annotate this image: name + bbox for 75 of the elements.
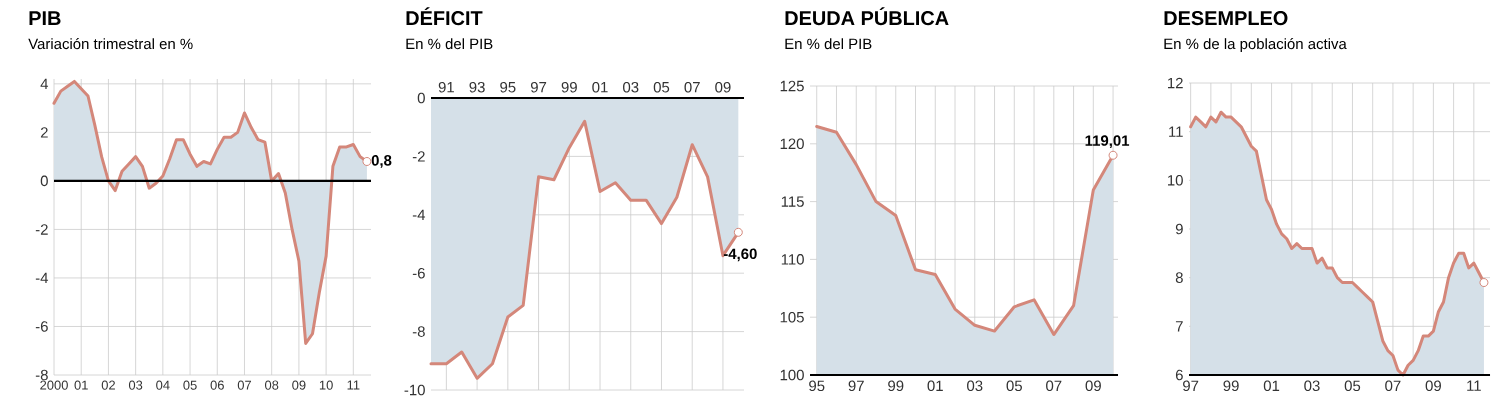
y-tick-label: -6 (412, 267, 425, 279)
y-tick-label: -2 (35, 224, 48, 235)
y-tick-label: 11 (1169, 126, 1183, 137)
y-tick-label: -4 (412, 209, 426, 220)
y-tick-label: 120 (780, 138, 804, 150)
y-tick-label: 0 (417, 92, 425, 104)
x-tick-label: 11 (347, 380, 360, 390)
y-tick-label: 9 (1175, 223, 1183, 235)
x-tick-label: 02 (101, 380, 115, 390)
chart-subtitle: En % del PIB (785, 38, 872, 50)
y-tick-label: 8 (1175, 272, 1183, 283)
x-tick-label: 07 (237, 380, 252, 390)
y-tick-label: 110 (781, 254, 804, 265)
x-tick-label: 09 (1425, 380, 1441, 392)
chart-title: DEUDA PÚBLICA (785, 7, 949, 26)
x-tick-label: 05 (1344, 380, 1361, 392)
x-tick-label: 01 (592, 81, 608, 93)
x-tick-label: 01 (927, 380, 943, 392)
x-tick-label: 11 (1467, 380, 1481, 391)
x-tick-label: 07 (1385, 380, 1401, 392)
y-tick-label: -8 (412, 326, 425, 337)
x-tick-label: 95 (500, 81, 516, 93)
y-tick-label: -10 (404, 384, 425, 396)
y-tick-label: 2 (40, 127, 48, 138)
x-tick-label: 91 (438, 81, 454, 93)
annotation: -4,60 (723, 248, 757, 262)
y-tick-label: -2 (412, 151, 425, 162)
text: 0,8 (371, 155, 392, 168)
x-tick-label: 97 (848, 380, 864, 392)
x-tick-label: 97 (530, 81, 547, 93)
y-tick-label: -6 (35, 321, 48, 332)
x-tick-label: 03 (623, 81, 639, 93)
x-tick-label: 01 (1263, 380, 1280, 392)
chart-subtitle: En % de la población activa (1164, 38, 1347, 53)
x-tick-label: 97 (1183, 380, 1199, 392)
y-tick-label: 7 (1175, 321, 1183, 332)
chart-subtitle: En % del PIB (406, 38, 493, 50)
x-tick-label: 04 (156, 380, 170, 390)
x-tick-label: 09 (1085, 380, 1101, 392)
y-tick-label: 100 (780, 369, 804, 381)
x-tick-label: 05 (653, 81, 670, 93)
y-tick-label: -4 (35, 272, 49, 284)
chart-subtitle: Variación trimestral en % (28, 38, 193, 50)
x-tick-label: 03 (128, 380, 143, 390)
x-tick-label: 03 (1304, 380, 1320, 392)
x-tick-label: 09 (292, 380, 306, 390)
x-tick-label: 95 (809, 380, 825, 392)
x-tick-label: 99 (1223, 380, 1239, 392)
x-tick-label: 01 (74, 380, 88, 390)
x-tick-label: 2000 (40, 380, 68, 390)
y-tick-label: 12 (1168, 77, 1183, 89)
x-tick-label: 10 (319, 380, 333, 390)
x-tick-label: 03 (967, 380, 983, 392)
y-tick-label: 125 (780, 80, 804, 92)
x-tick-label: 05 (1006, 380, 1022, 392)
x-tick-label: 99 (561, 81, 577, 93)
y-tick-label: 6 (1175, 369, 1183, 381)
x-tick-label: 07 (684, 81, 700, 93)
y-tick-label: 105 (780, 311, 804, 323)
y-tick-label: 10 (1168, 175, 1183, 186)
x-tick-label: 09 (715, 81, 731, 93)
y-tick-label: 115 (781, 196, 804, 207)
x-tick-label: 93 (469, 81, 485, 93)
annotation: 119,01 (1085, 135, 1130, 149)
chart-title: DÉFICIT (406, 7, 483, 26)
chart-title: DESEMPLEO (1164, 11, 1288, 26)
y-tick-label: -8 (35, 369, 48, 381)
chart-title: PIB (29, 11, 61, 25)
y-tick-label: 4 (40, 78, 49, 89)
x-tick-label: 05 (183, 380, 197, 390)
x-tick-label: 99 (888, 380, 904, 392)
x-tick-label: 07 (1046, 380, 1062, 392)
x-tick-label: 08 (264, 380, 279, 390)
y-tick-label: 0 (40, 175, 48, 187)
x-tick-label: 06 (210, 380, 224, 390)
